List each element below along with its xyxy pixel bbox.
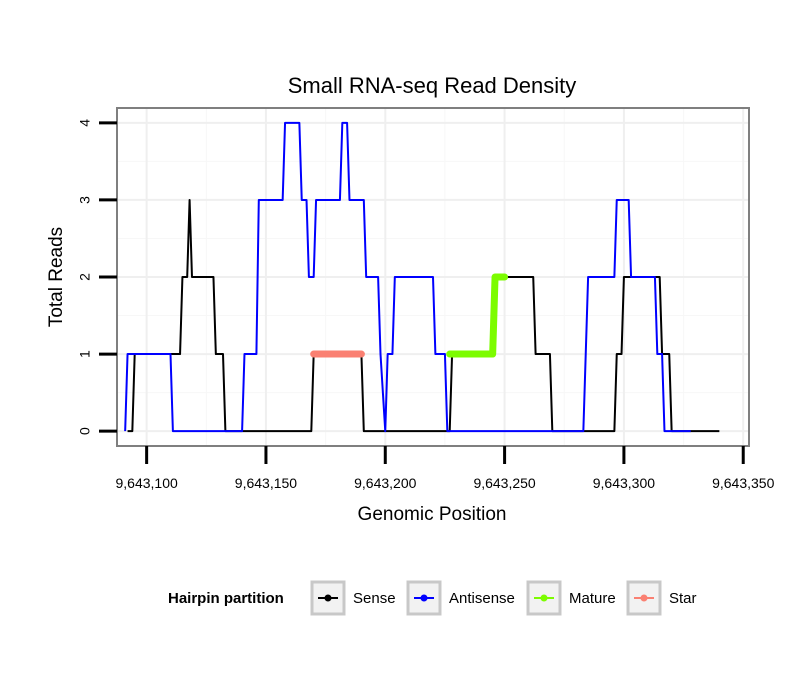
x-tick-label: 9,643,150 (235, 475, 297, 491)
x-tick-label: 9,643,100 (115, 475, 177, 491)
series-antisense-line (124, 121, 691, 433)
legend-key-point-star (640, 594, 648, 602)
y-tick-label: 3 (77, 196, 93, 204)
y-axis-title: Total Reads (46, 227, 67, 327)
series-mature-line (446, 273, 509, 358)
legend-key-point-antisense (420, 594, 428, 602)
y-axis: 0 1 2 3 4 (77, 119, 117, 435)
legend-label-sense: Sense (353, 590, 396, 607)
y-tick-label: 4 (77, 119, 93, 127)
legend-key-point-sense (324, 594, 332, 602)
y-tick-label: 0 (77, 427, 93, 435)
y-tick-label: 2 (77, 273, 93, 281)
y-tick-label: 1 (77, 350, 93, 358)
x-tick-label: 9,643,250 (473, 475, 535, 491)
x-axis: 9,643,100 9,643,150 9,643,200 9,643,250 9,64… (115, 446, 775, 491)
x-tick-label: 9,643,350 (712, 475, 774, 491)
x-axis-title: Genomic Position (358, 504, 507, 525)
legend-label-antisense: Antisense (449, 590, 515, 607)
chart-title: Small RNA-seq Read Density (288, 73, 577, 98)
x-tick-label: 9,643,300 (593, 475, 655, 491)
x-tick-label: 9,643,200 (354, 475, 416, 491)
legend: Hairpin partition Sense Antisense Mature St… (168, 580, 697, 616)
series-layer (124, 121, 720, 433)
legend-label-star: Star (669, 590, 697, 607)
legend-key-point-mature (540, 594, 548, 602)
legend-label-mature: Mature (569, 590, 616, 607)
legend-title: Hairpin partition (168, 590, 284, 607)
